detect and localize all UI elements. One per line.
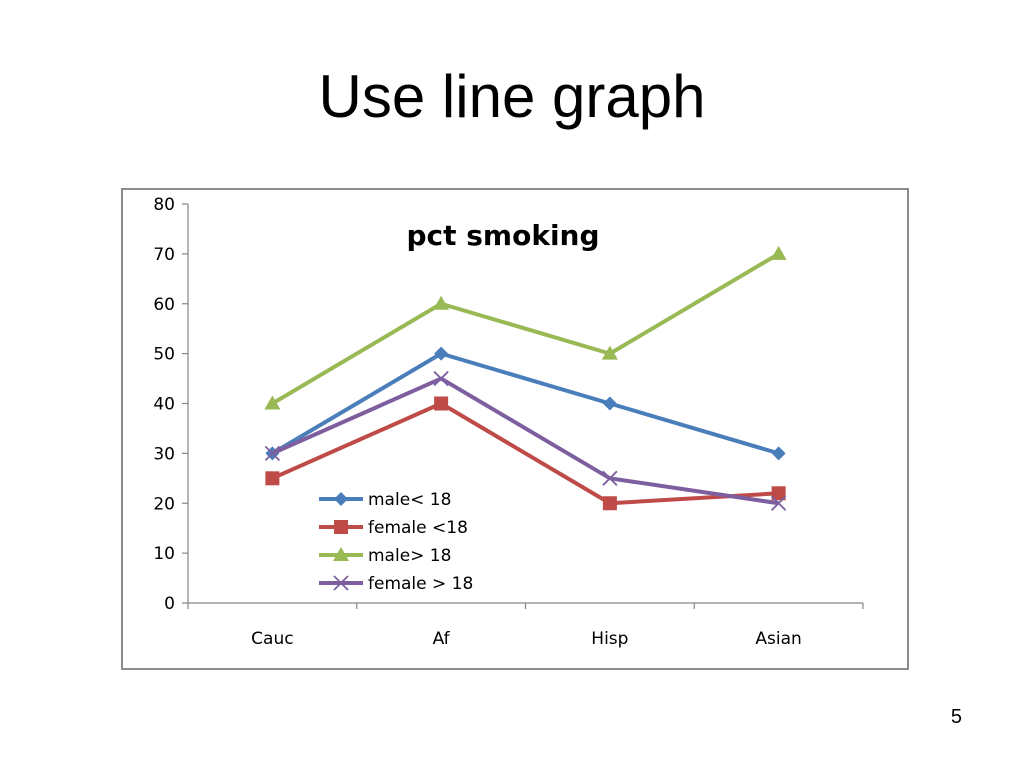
x-tick-label: Hisp	[591, 629, 628, 649]
legend-item: female <18	[319, 518, 468, 538]
y-tick-label: 40	[153, 395, 175, 415]
data-point	[771, 486, 786, 501]
data-point	[601, 345, 618, 360]
legend-label: male< 18	[368, 490, 451, 510]
y-tick-label: 0	[164, 594, 175, 614]
legend-marker	[333, 575, 349, 591]
series-line	[271, 351, 780, 456]
data-point	[433, 295, 450, 310]
y-tick-label: 80	[153, 195, 175, 215]
data-point	[264, 395, 281, 410]
y-tick-label: 30	[153, 444, 175, 464]
x-tick-label: Af	[433, 629, 451, 649]
slide-title: Use line graph	[318, 63, 706, 130]
series-2	[264, 245, 787, 410]
y-tick-label: 70	[153, 245, 175, 265]
data-point	[434, 396, 449, 411]
data-point	[770, 495, 787, 511]
series-1	[265, 396, 786, 511]
y-tick-label: 10	[153, 544, 175, 564]
y-tick-label: 20	[153, 494, 175, 514]
legend-label: male> 18	[368, 546, 451, 566]
data-point	[771, 446, 786, 461]
page-number: 5	[950, 706, 962, 728]
data-point	[602, 470, 618, 486]
legend-marker	[334, 492, 348, 506]
y-tick-label: 60	[153, 295, 175, 315]
data-point	[770, 245, 787, 260]
legend-item: male< 18	[319, 490, 451, 510]
legend-item: male> 18	[319, 546, 451, 566]
data-point	[433, 370, 449, 387]
legend: male< 18 female <18 male> 18 female > 18	[319, 490, 473, 594]
series-line	[271, 376, 779, 506]
x-tick-label: Cauc	[251, 629, 293, 649]
data-point	[602, 496, 617, 511]
data-point	[264, 445, 281, 462]
series-line	[271, 401, 779, 506]
axes: 0 10 20 30 40 50 60 70 80 Cauc Af Hisp Asian	[153, 195, 864, 649]
series-layer	[264, 245, 787, 511]
series-line	[271, 252, 780, 406]
legend-label: female <18	[368, 518, 468, 538]
chart-title: pct smoking	[406, 219, 599, 252]
legend-marker	[333, 547, 349, 561]
series-3	[264, 370, 787, 511]
chart-frame: pct smoking 0 10 20 30 40 50 60 70 80 Cauc Af Hisp A…	[121, 188, 909, 670]
line-chart: pct smoking 0 10 20 30 40 50 60 70 80 Cauc Af Hisp A…	[153, 195, 864, 649]
legend-label: female > 18	[368, 574, 473, 594]
legend-item: female > 18	[319, 574, 473, 594]
y-tick-label: 50	[153, 345, 175, 365]
data-point	[434, 346, 449, 361]
data-point	[265, 471, 280, 486]
x-tick-label: Asian	[755, 629, 801, 649]
legend-marker	[334, 520, 348, 534]
data-point	[602, 396, 617, 411]
